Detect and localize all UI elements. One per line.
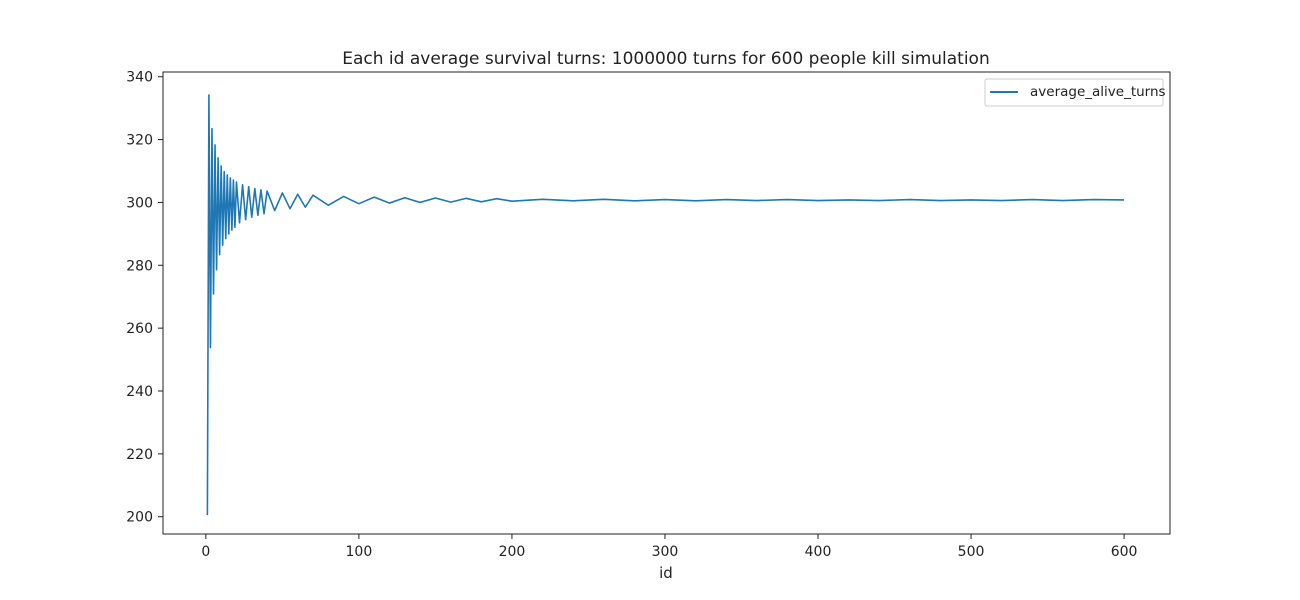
series-layer: [206, 94, 1125, 516]
y-tick-label: 340: [126, 70, 153, 86]
y-tick-label: 200: [126, 510, 153, 526]
y-tick-label: 300: [126, 195, 153, 211]
y-tick-label: 260: [126, 321, 153, 337]
x-tick-label: 400: [805, 544, 832, 560]
y-tick-label: 240: [126, 384, 153, 400]
legend-label: average_alive_turns: [1030, 84, 1166, 100]
y-tick-label: 280: [126, 258, 153, 274]
x-tick-label: 500: [958, 544, 985, 560]
y-tick-label: 320: [126, 133, 153, 149]
legend: average_alive_turns: [984, 78, 1166, 107]
x-tick-label: 300: [652, 544, 679, 560]
x-axis-label: id: [659, 564, 673, 582]
plot-area: [162, 71, 1171, 535]
x-tick-label: 200: [499, 544, 526, 560]
legend-box: [984, 78, 1164, 107]
chart-title: Each id average survival turns: 1000000 …: [342, 49, 989, 69]
x-tick-label: 600: [1111, 544, 1138, 560]
series-line: [206, 94, 1125, 516]
x-tick-label: 0: [201, 544, 210, 560]
x-axis-ticks: 0 100 200 300 400 500 600: [201, 534, 1137, 560]
y-tick-label: 220: [126, 447, 153, 463]
x-tick-label: 100: [346, 544, 373, 560]
y-axis-ticks: 200 220 240 260 280 300 320 340: [126, 70, 163, 526]
